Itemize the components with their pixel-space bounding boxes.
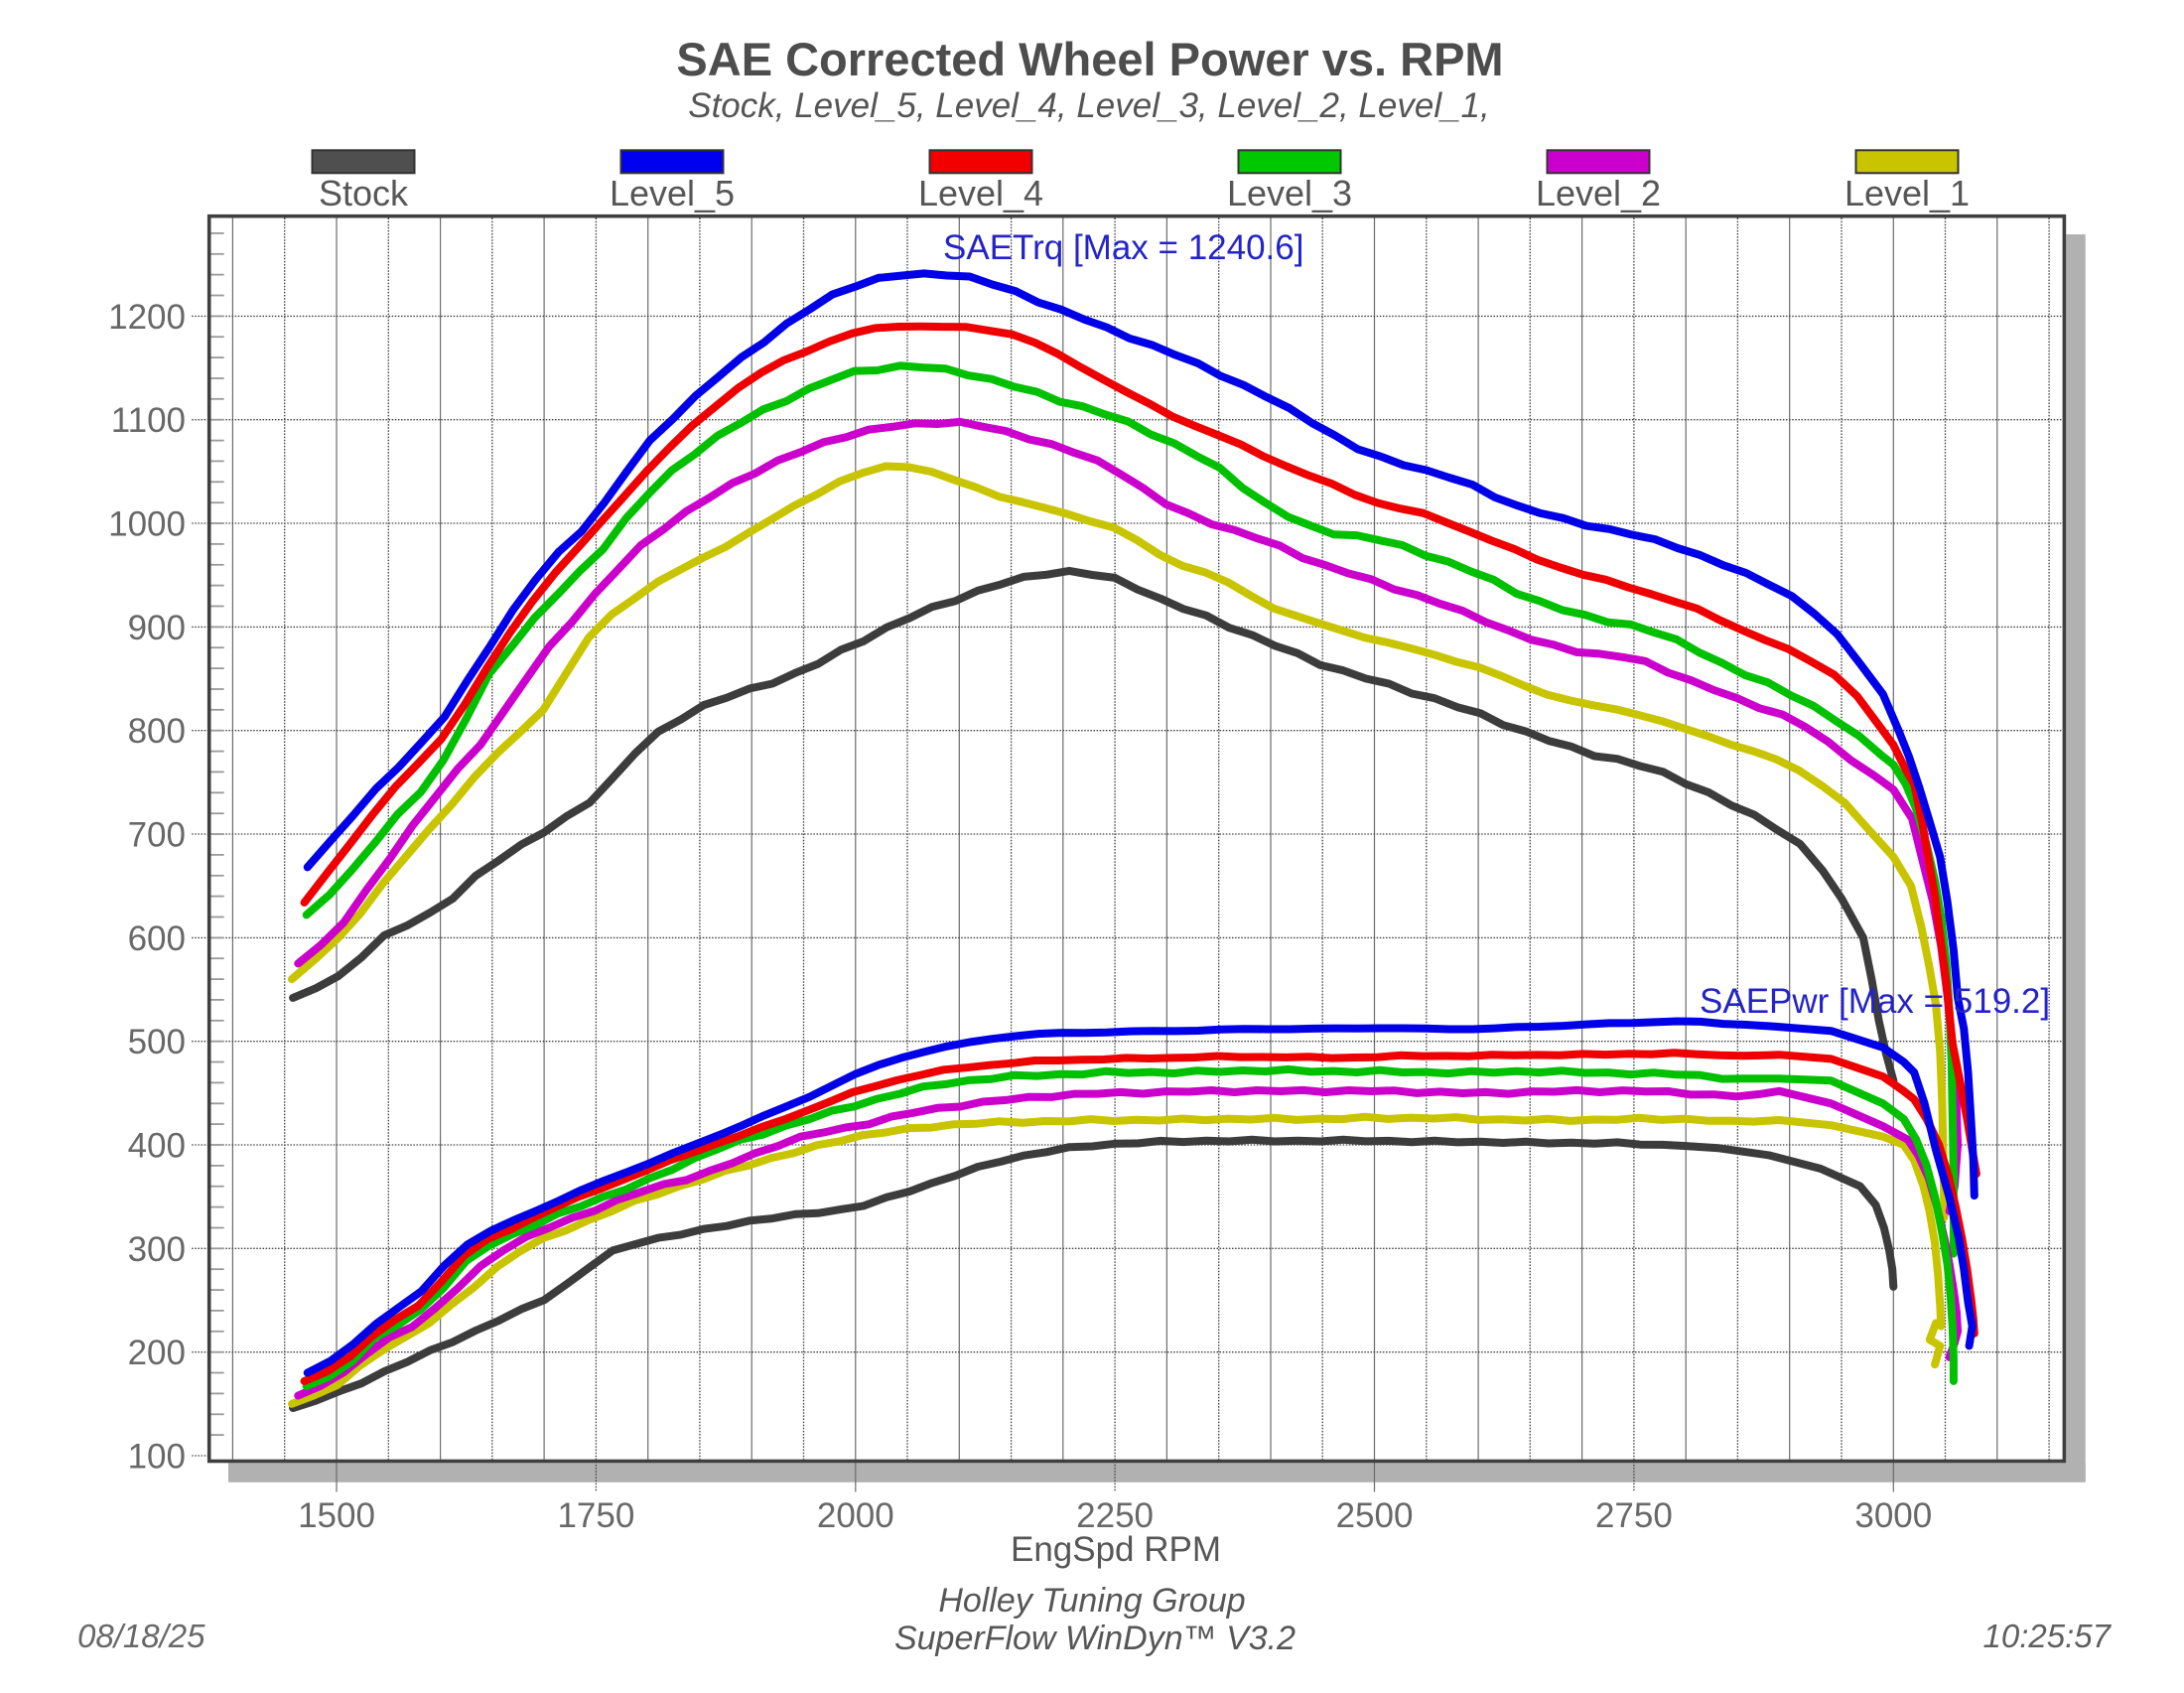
svg-text:1500: 1500 (298, 1496, 375, 1535)
svg-text:Level_2: Level_2 (1536, 173, 1661, 213)
svg-text:1000: 1000 (108, 505, 186, 544)
svg-text:SAE Corrected Wheel Power vs.: SAE Corrected Wheel Power vs. RPM (676, 33, 1503, 85)
svg-text:2500: 2500 (1336, 1496, 1414, 1535)
svg-text:900: 900 (128, 609, 186, 647)
svg-text:Level_3: Level_3 (1227, 173, 1352, 213)
svg-text:2750: 2750 (1595, 1496, 1673, 1535)
svg-text:1750: 1750 (557, 1496, 634, 1535)
svg-text:100: 100 (128, 1438, 186, 1477)
svg-text:SAEPwr [Max = 519.2]: SAEPwr [Max = 519.2] (1700, 982, 2050, 1021)
svg-text:300: 300 (128, 1230, 186, 1269)
svg-text:2250: 2250 (1076, 1496, 1154, 1535)
svg-text:500: 500 (128, 1023, 186, 1061)
svg-text:Holley Tuning Group: Holley Tuning Group (938, 1582, 1245, 1620)
svg-text:700: 700 (128, 816, 186, 855)
svg-text:Level_4: Level_4 (918, 173, 1043, 213)
svg-text:SAETrq [Max = 1240.6]: SAETrq [Max = 1240.6] (943, 228, 1303, 267)
svg-text:Level_5: Level_5 (610, 173, 735, 213)
svg-text:1200: 1200 (108, 298, 186, 337)
svg-text:200: 200 (128, 1334, 186, 1372)
svg-text:3000: 3000 (1854, 1496, 1932, 1535)
svg-text:EngSpd RPM: EngSpd RPM (1011, 1530, 1221, 1569)
svg-text:Level_1: Level_1 (1844, 173, 1970, 213)
svg-text:SuperFlow WinDyn™ V3.2: SuperFlow WinDyn™ V3.2 (894, 1620, 1296, 1657)
svg-text:Stock, Level_5, Level_4, Level: Stock, Level_5, Level_4, Level_3, Level_… (688, 86, 1490, 125)
svg-text:08/18/25: 08/18/25 (77, 1618, 205, 1654)
svg-text:Stock: Stock (319, 173, 409, 213)
svg-text:600: 600 (128, 919, 186, 958)
svg-text:800: 800 (128, 712, 186, 751)
svg-text:10:25:57: 10:25:57 (1983, 1618, 2113, 1654)
svg-text:2000: 2000 (817, 1496, 894, 1535)
svg-text:1100: 1100 (111, 401, 186, 440)
svg-text:400: 400 (128, 1127, 186, 1166)
